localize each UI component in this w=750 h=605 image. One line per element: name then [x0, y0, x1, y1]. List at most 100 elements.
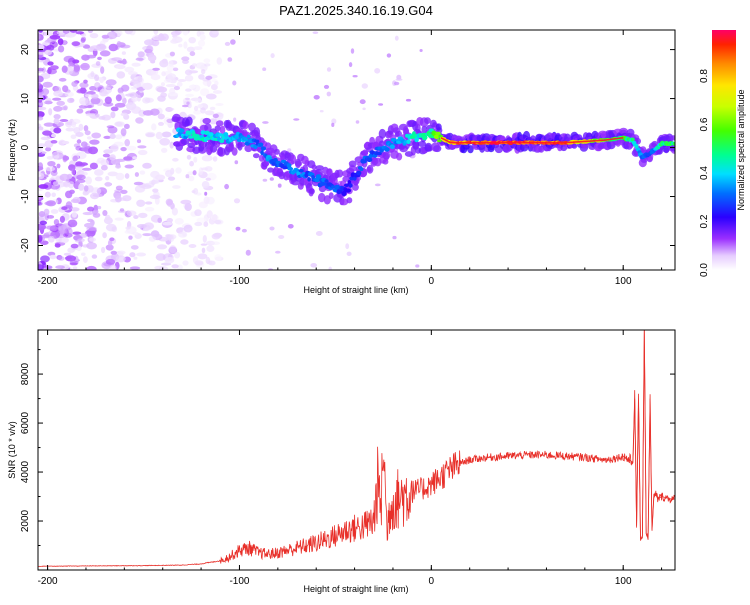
noise-speck [200, 88, 210, 96]
noise-speck [153, 30, 159, 35]
ridge-halo [378, 140, 385, 147]
noise-speck [161, 147, 168, 153]
noise-speck [58, 236, 69, 244]
noise-speck [46, 44, 55, 51]
ridge-point [384, 147, 390, 152]
noise-speck [89, 139, 100, 145]
ridge-point [187, 132, 192, 136]
noise-speck [169, 78, 177, 84]
noise-speck [104, 96, 112, 105]
noise-speck [61, 65, 68, 73]
noise-speck [310, 263, 318, 268]
noise-speck [95, 61, 101, 66]
noise-speck [120, 147, 127, 152]
ridge-halo [290, 154, 297, 165]
noise-speck [287, 224, 294, 229]
noise-speck [160, 82, 166, 87]
ridge-halo [202, 117, 211, 125]
noise-speck [174, 30, 182, 35]
noise-speck [42, 81, 53, 88]
colorbar: 0.0 0.2 0.4 0.6 0.8 Normalized spectral ampl… [699, 30, 746, 277]
noise-speck [182, 59, 189, 64]
noise-speck [100, 159, 109, 167]
ridge-point [298, 169, 304, 173]
noise-speck [137, 51, 145, 58]
noise-speck [91, 93, 99, 100]
noise-speck [192, 170, 197, 176]
spectrogram-xlabel: Height of straight line (km) [303, 285, 408, 295]
noise-speck [125, 226, 131, 230]
noise-speck [65, 127, 75, 132]
ridge-point [322, 182, 328, 186]
noise-speck [90, 192, 100, 200]
noise-speck [197, 39, 206, 47]
noise-speck [216, 57, 223, 65]
noise-speck [131, 62, 141, 67]
y-tick-label: 0 [20, 144, 31, 150]
noise-speck [63, 55, 74, 63]
noise-speck [178, 43, 183, 48]
noise-speck [38, 166, 44, 171]
noise-speck [185, 97, 190, 101]
noise-speck [131, 231, 139, 236]
y-tick-label: 6000 [20, 412, 31, 435]
noise-speck [94, 169, 104, 176]
noise-speck [51, 133, 56, 138]
noise-speck [89, 237, 96, 242]
noise-speck [129, 252, 136, 258]
noise-speck [386, 53, 392, 58]
noise-speck [69, 262, 78, 266]
noise-speck [168, 234, 175, 242]
ridge-halo [417, 141, 427, 147]
noise-speck [87, 104, 93, 109]
noise-speck [210, 241, 220, 245]
noise-speck [184, 75, 194, 82]
noise-speck [131, 97, 138, 102]
noise-speck [163, 78, 172, 84]
noise-speck [70, 198, 80, 203]
noise-speck [204, 191, 208, 196]
noise-speck [147, 54, 157, 62]
ridge-point [361, 159, 367, 164]
noise-speck [53, 118, 60, 125]
noise-speck [151, 123, 157, 131]
noise-speck [233, 198, 241, 204]
noise-speck [331, 122, 335, 127]
noise-speck [156, 86, 168, 93]
noise-speck [275, 250, 281, 254]
noise-speck [72, 266, 78, 270]
noise-speck [121, 51, 126, 55]
ridge-point [219, 139, 225, 144]
ridge-halo [339, 198, 349, 206]
noise-speck [38, 172, 45, 180]
noise-speck [106, 31, 118, 40]
noise-speck [80, 232, 88, 238]
noise-speck [241, 228, 247, 233]
noise-speck [144, 201, 153, 205]
noise-speck [110, 111, 116, 119]
noise-speck [126, 210, 137, 216]
ridge-halo [209, 145, 218, 153]
noise-speck [74, 162, 86, 168]
noise-speck [157, 113, 165, 120]
noise-speck [115, 64, 126, 70]
noise-speck [81, 33, 87, 37]
noise-speck [67, 219, 78, 228]
noise-speck [394, 35, 399, 41]
noise-speck [67, 97, 75, 104]
noise-speck [144, 206, 155, 212]
noise-speck [81, 147, 91, 152]
noise-speck [122, 195, 132, 202]
noise-speck [326, 91, 331, 97]
ridge-point [246, 134, 251, 139]
x-tick-label: -200 [38, 576, 58, 587]
noise-speck [132, 156, 138, 160]
x-tick-label: -100 [229, 576, 249, 587]
y-tick-label: 8000 [20, 363, 31, 386]
noise-speck [212, 113, 219, 119]
y-tick-label: 4000 [20, 460, 31, 483]
noise-speck [51, 192, 56, 198]
spectrogram-frame [37, 29, 676, 271]
x-tick-label: 0 [429, 276, 435, 287]
noise-speck [136, 139, 142, 144]
